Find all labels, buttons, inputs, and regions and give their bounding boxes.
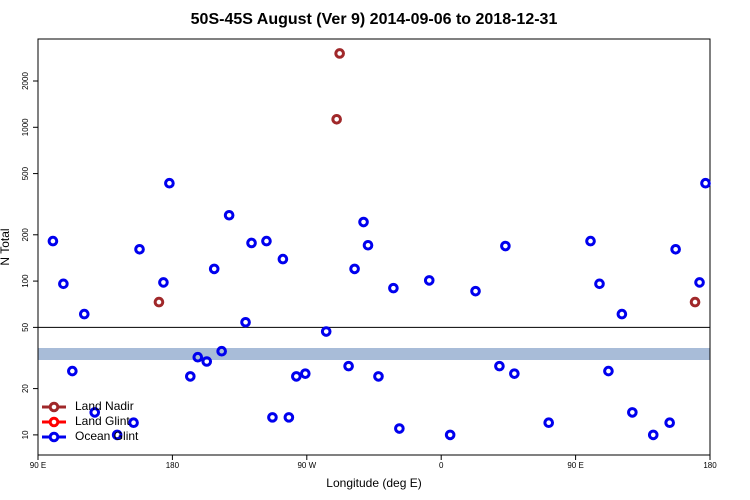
y-tick-label: 200 <box>21 228 30 242</box>
x-tick-label: 90 E <box>30 461 46 470</box>
point <box>394 423 405 434</box>
point <box>128 417 139 429</box>
point <box>334 48 345 59</box>
point <box>509 368 520 379</box>
point <box>543 417 555 429</box>
point <box>594 278 605 290</box>
y-tick-label: 100 <box>21 274 30 288</box>
point <box>223 209 235 221</box>
legend-marker <box>48 401 60 413</box>
x-tick-label: 90 W <box>297 461 316 470</box>
point <box>320 326 332 337</box>
point <box>111 429 123 441</box>
point <box>78 308 90 320</box>
point <box>700 177 711 189</box>
legend-label: Ocean Glint <box>75 429 139 443</box>
legend-marker <box>48 431 60 443</box>
point <box>240 316 251 328</box>
y-tick-label: 500 <box>21 166 30 180</box>
point <box>603 365 614 377</box>
plot-frame <box>37 38 711 456</box>
legend-marker <box>48 416 60 428</box>
x-tick-label: 90 E <box>567 461 583 470</box>
point <box>331 114 342 125</box>
point <box>647 429 659 441</box>
point <box>444 429 456 441</box>
point <box>300 368 311 379</box>
point <box>470 285 481 297</box>
point <box>192 351 204 363</box>
point <box>134 243 145 255</box>
y-tick-label: 50 <box>21 322 30 331</box>
x-tick-label: 180 <box>166 461 180 470</box>
point <box>585 235 596 247</box>
point <box>627 407 638 418</box>
point <box>89 407 101 418</box>
point <box>291 371 302 382</box>
point <box>616 308 628 320</box>
point <box>362 239 374 251</box>
point <box>388 282 399 294</box>
point <box>261 235 272 247</box>
point <box>47 235 59 247</box>
latitude-band <box>38 348 710 360</box>
point <box>208 263 220 275</box>
point <box>58 278 69 290</box>
point <box>283 412 295 423</box>
legend-label: Land Glint <box>75 414 130 428</box>
point <box>201 356 213 367</box>
point <box>373 371 384 382</box>
point <box>277 253 289 265</box>
legend-label: Land Nadir <box>75 399 134 413</box>
point <box>349 263 360 275</box>
point <box>358 216 369 228</box>
point <box>158 277 169 288</box>
chart-title: 50S-45S August (Ver 9) 2014-09-06 to 201… <box>191 11 558 28</box>
y-axis-label: N Total <box>0 228 12 265</box>
point <box>664 417 675 429</box>
point <box>694 277 705 288</box>
y-tick-label: 20 <box>21 384 30 393</box>
x-axis-label: Longitude (deg E) <box>326 476 421 490</box>
y-tick-label: 10 <box>21 430 30 439</box>
point <box>343 360 354 372</box>
y-tick-label: 2000 <box>21 72 30 90</box>
point <box>185 371 196 382</box>
point <box>423 275 435 286</box>
point <box>689 296 701 308</box>
point <box>164 177 175 189</box>
x-tick-label: 180 <box>703 461 717 470</box>
x-tick-label: 0 <box>439 461 444 470</box>
point <box>216 345 227 357</box>
point <box>267 412 278 423</box>
point <box>67 365 78 377</box>
point <box>670 243 681 255</box>
point <box>246 237 257 249</box>
point <box>153 296 165 308</box>
y-tick-label: 1000 <box>21 118 30 136</box>
point <box>500 240 511 252</box>
point <box>494 360 505 372</box>
